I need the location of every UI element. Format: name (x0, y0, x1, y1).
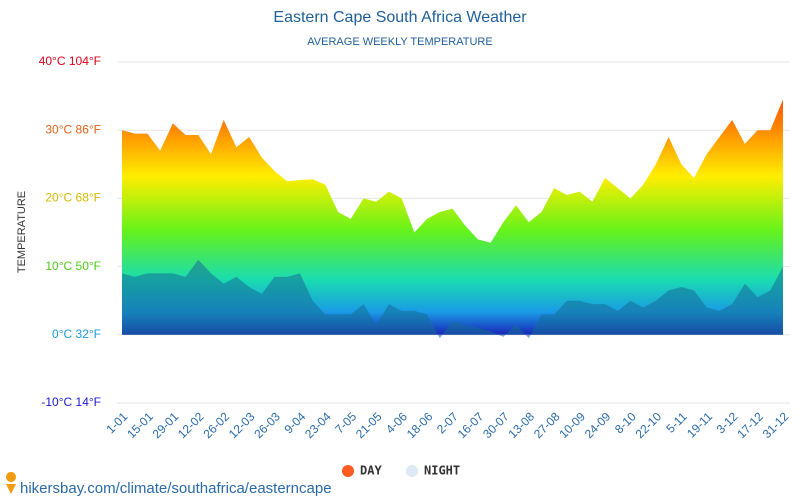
x-tick-label: 13-08 (506, 409, 538, 441)
legend-marker (406, 465, 418, 477)
x-tick-label: 12-03 (226, 409, 258, 441)
x-tick-label: 23-04 (302, 409, 334, 441)
x-tick-label: 29-01 (150, 409, 182, 441)
y-tick-label: 20°C 68°F (45, 191, 101, 205)
x-tick-label: 31-12 (760, 409, 792, 441)
x-tick-label: 30-07 (480, 409, 512, 441)
x-tick-label: 26-03 (251, 409, 283, 441)
x-tick-label: 24-09 (582, 409, 614, 441)
y-tick-label: 30°C 86°F (45, 122, 101, 136)
x-tick-label: 15-01 (124, 409, 156, 441)
x-tick-label: 22-10 (633, 409, 665, 441)
area-1 (122, 259, 783, 339)
x-tick-label: 17-12 (734, 409, 766, 441)
chart-title: Eastern Cape South Africa Weather (273, 9, 527, 26)
y-tick-label: -10°C 14°F (41, 395, 101, 409)
y-axis-title: TEMPERATURE (16, 191, 28, 273)
source: hikersbay.com/climate/southafrica/easter… (6, 472, 332, 497)
legend-marker (342, 465, 354, 477)
legend-label: NIGHT (424, 464, 460, 478)
x-tick-label: 26-02 (200, 409, 232, 441)
x-tick-label: 27-08 (531, 409, 563, 441)
x-tick-label: 12-02 (175, 409, 207, 441)
y-tick-label: 40°C 104°F (39, 54, 101, 68)
y-tick-label: 0°C 32°F (52, 327, 101, 341)
pin-icon (6, 472, 17, 494)
x-tick-label: 18-06 (404, 409, 436, 441)
y-tick-label: 10°C 50°F (45, 259, 101, 273)
legend-label: DAY (360, 464, 382, 478)
chart-subtitle: AVERAGE WEEKLY TEMPERATURE (307, 36, 492, 48)
x-tick-label: 10-09 (556, 409, 588, 441)
area-0 (122, 99, 783, 335)
x-tick-label: 19-11 (684, 409, 715, 440)
x-tick-label: 21-05 (353, 409, 385, 441)
source-text: hikersbay.com/climate/southafrica/easter… (20, 480, 332, 497)
x-tick-label: 16-07 (455, 409, 487, 441)
